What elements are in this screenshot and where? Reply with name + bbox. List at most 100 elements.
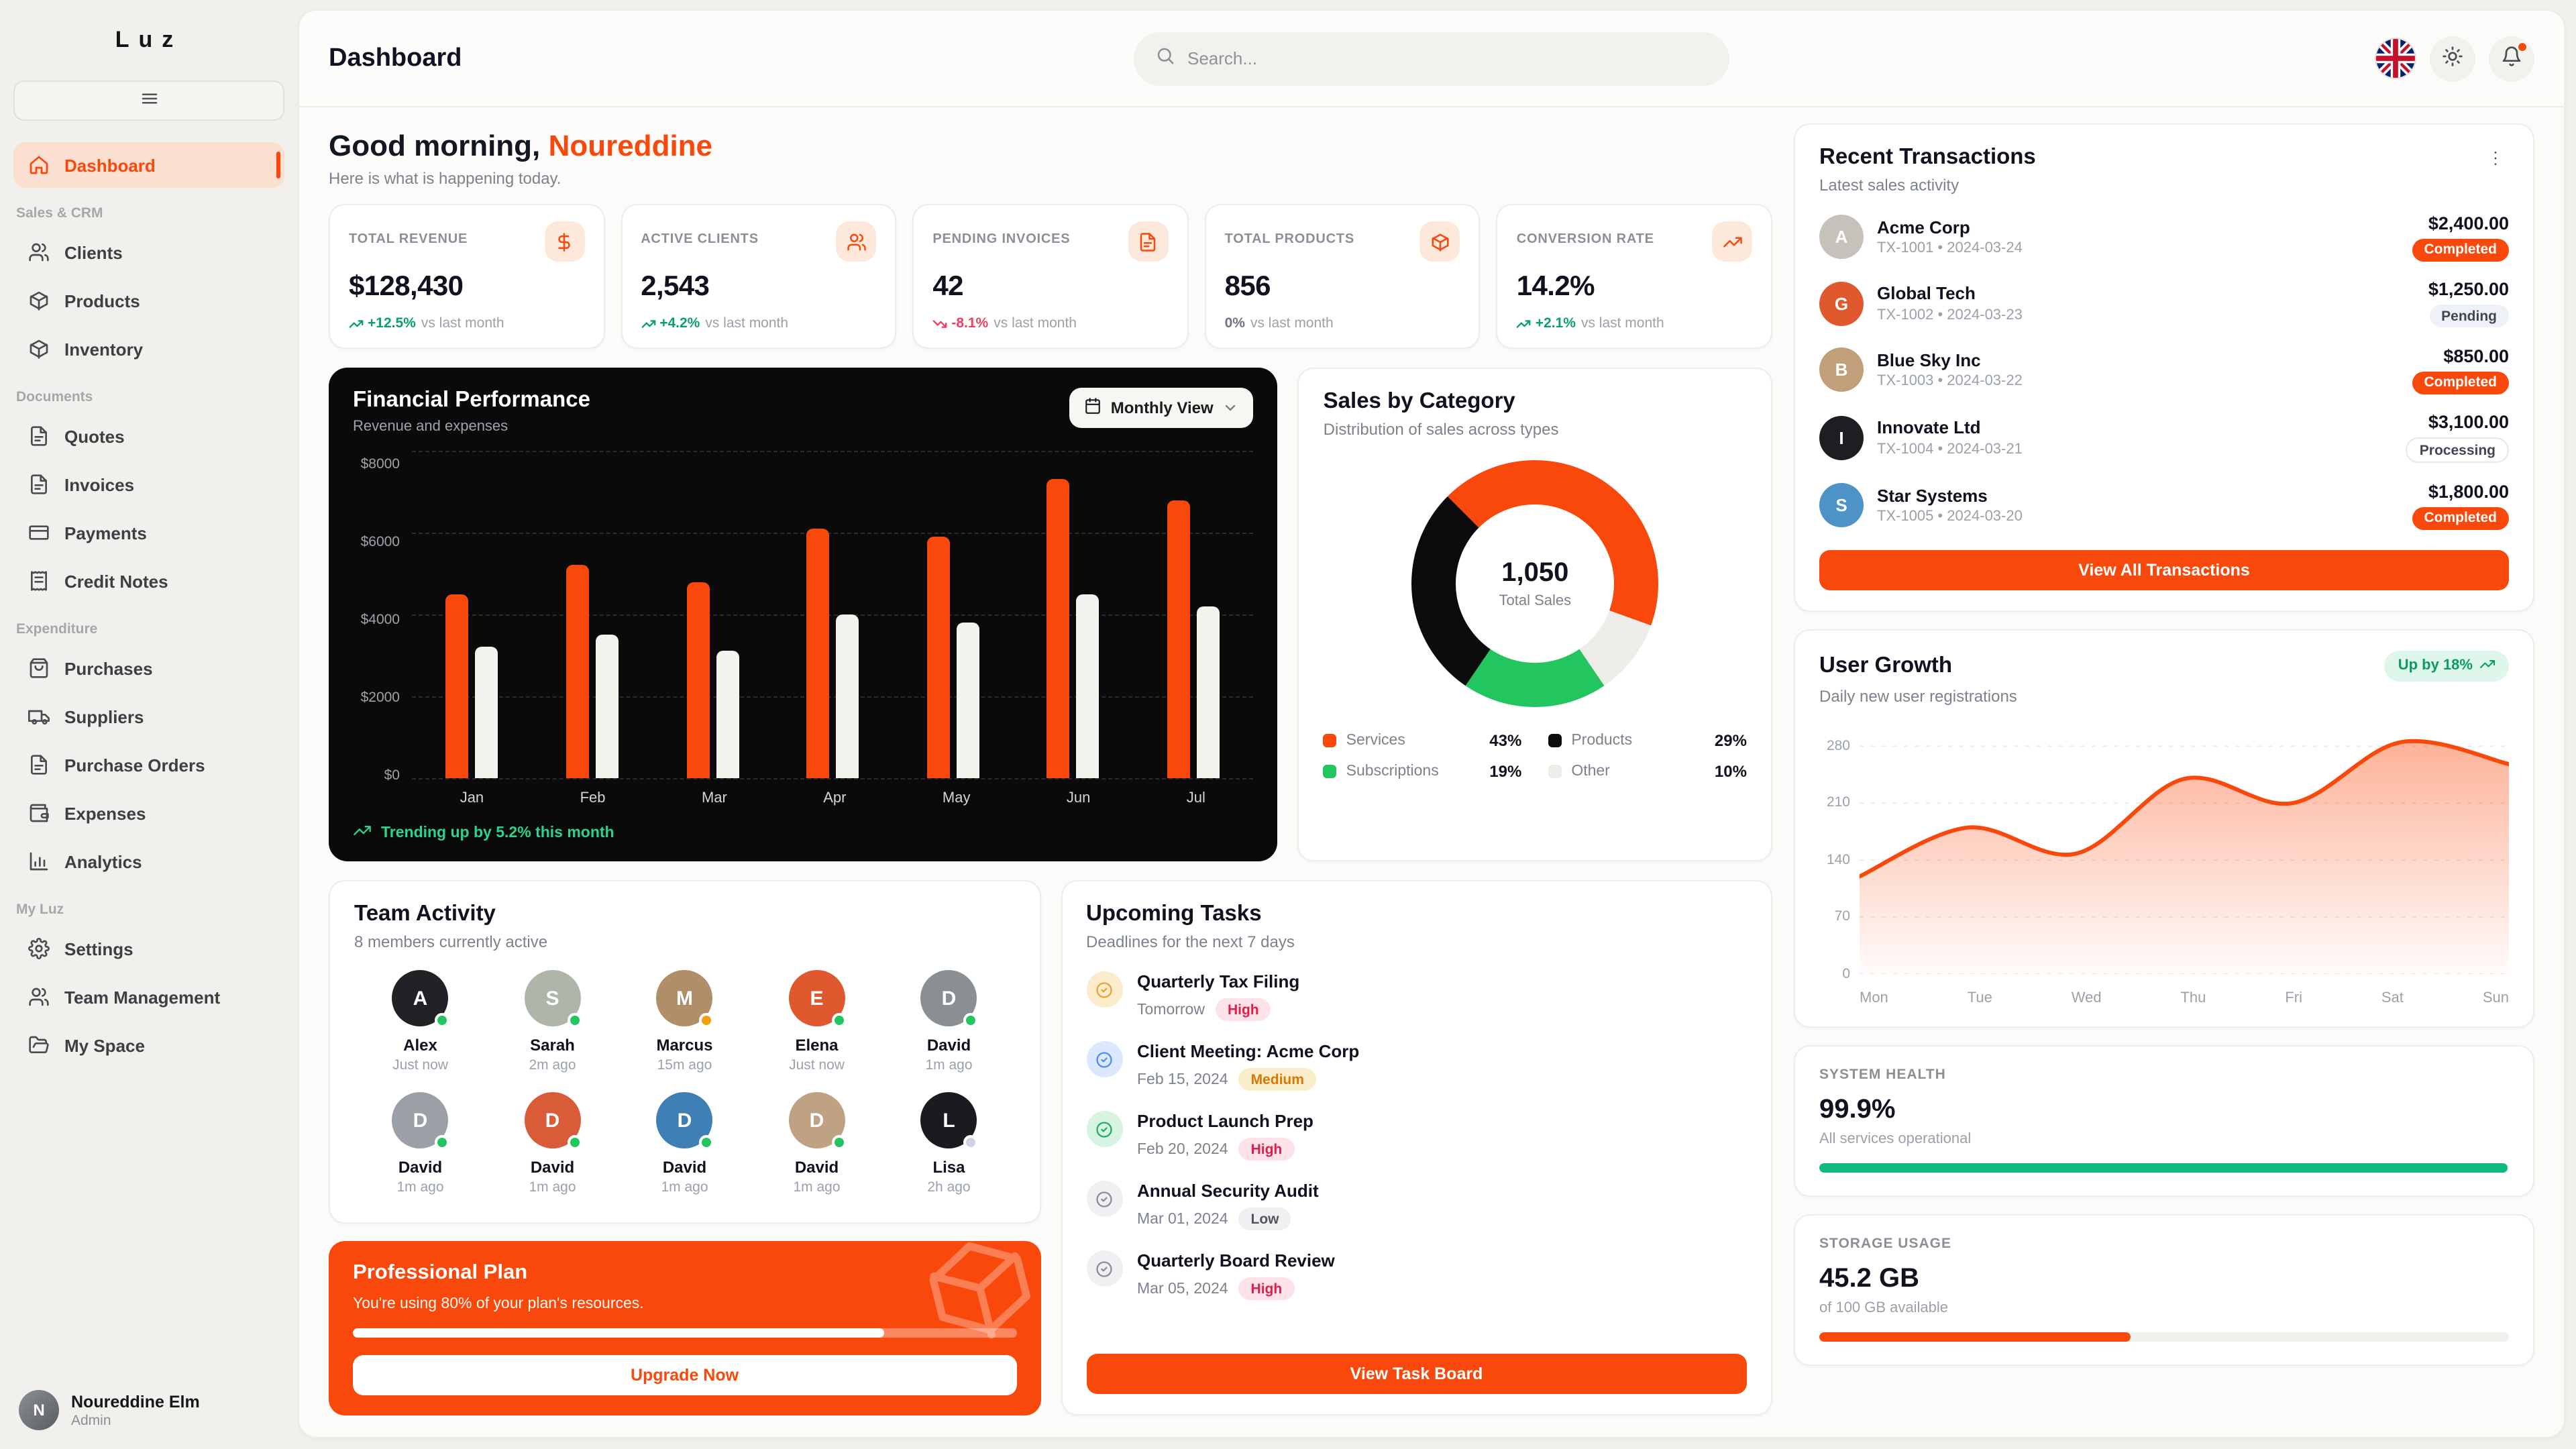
team-member[interactable]: E Elena Just now [751, 970, 883, 1073]
client-avatar: B [1819, 347, 1864, 392]
team-member[interactable]: D David 1m ago [486, 1092, 619, 1195]
task-row[interactable]: Quarterly Board Review Mar 05, 2024 High [1086, 1250, 1747, 1300]
sidebar-item-purchase-orders[interactable]: Purchase Orders [13, 742, 284, 788]
y-tick-label: 70 [1834, 908, 1850, 925]
stat-note: vs last month [705, 315, 789, 331]
stat-change: +2.1% [1517, 315, 1576, 331]
team-member[interactable]: S Sarah 2m ago [486, 970, 619, 1073]
transaction-row[interactable]: A Acme Corp TX-1001 • 2024-03-24 $2,400.… [1819, 213, 2509, 261]
donut-chart: 1,050 Total Sales [1411, 460, 1659, 707]
transaction-amount: $2,400.00 [2428, 213, 2509, 233]
sidebar-item-dashboard[interactable]: Dashboard [13, 142, 284, 188]
member-name: Elena [795, 1036, 839, 1055]
y-tick-label: 140 [1826, 851, 1850, 868]
transactions-menu-button[interactable] [2482, 145, 2509, 176]
view-task-board-button[interactable]: View Task Board [1086, 1354, 1747, 1394]
team-member[interactable]: D David 1m ago [751, 1092, 883, 1195]
transaction-row[interactable]: B Blue Sky Inc TX-1003 • 2024-03-22 $850… [1819, 345, 2509, 394]
member-avatar: A [392, 970, 450, 1028]
task-row[interactable]: Annual Security Audit Mar 01, 2024 Low [1086, 1181, 1747, 1230]
bar-chart-y-axis: $8000 $6000 $4000 $2000 $0 [353, 451, 412, 806]
task-row[interactable]: Product Launch Prep Feb 20, 2024 High [1086, 1111, 1747, 1161]
bar-group-jan [445, 451, 498, 778]
sidebar-item-team-management[interactable]: Team Management [13, 974, 284, 1020]
transaction-ref: TX-1004 • 2024-03-21 [1877, 441, 2023, 458]
view-all-transactions-button[interactable]: View All Transactions [1819, 549, 2509, 590]
sidebar-item-credit-notes[interactable]: Credit Notes [13, 558, 284, 604]
task-row[interactable]: Quarterly Tax Filing Tomorrow High [1086, 971, 1747, 1021]
team-activity-card: Team Activity 8 members currently active… [329, 880, 1040, 1224]
legend-label: Subscriptions [1346, 763, 1439, 780]
trending-up-icon [1517, 319, 1532, 327]
top-bar: Dashboard [299, 11, 2564, 107]
sidebar-toggle-button[interactable] [13, 80, 284, 121]
sidebar-item-settings[interactable]: Settings [13, 926, 284, 971]
search-input[interactable] [1187, 48, 1708, 68]
stat-card-active-clients: ACTIVE CLIENTS 2,543 +4.2% vs last month [621, 204, 897, 349]
task-date: Feb 20, 2024 [1137, 1141, 1228, 1157]
client-avatar: I [1819, 415, 1864, 460]
stat-value: 856 [1224, 271, 1271, 302]
task-title: Quarterly Tax Filing [1137, 971, 1300, 991]
y-tick-label: 280 [1826, 737, 1850, 754]
legend-item-products: Products 29% [1548, 731, 1747, 750]
legend-chip [1323, 734, 1337, 747]
team-member[interactable]: D David 1m ago [883, 970, 1015, 1073]
status-dot [567, 1135, 582, 1150]
team-member[interactable]: D David 1m ago [354, 1092, 486, 1195]
storage-label: STORAGE USAGE [1819, 1235, 1951, 1251]
language-flag-button[interactable] [2375, 38, 2416, 79]
team-member[interactable]: M Marcus 15m ago [619, 970, 751, 1073]
sidebar-item-label: Purchase Orders [64, 755, 205, 775]
content: Good morning, Noureddine Here is what is… [299, 107, 2564, 1437]
member-avatar: D [788, 1092, 847, 1150]
sidebar-user[interactable]: N Noureddine Elm Admin [13, 1374, 284, 1449]
sidebar-item-my-space[interactable]: My Space [13, 1022, 284, 1068]
total-sales-label: Total Sales [1499, 593, 1572, 609]
header-actions [1729, 36, 2534, 81]
calendar-icon [1084, 397, 1102, 419]
member-name: David [662, 1158, 707, 1177]
financial-subtitle: Revenue and expenses [353, 419, 508, 435]
transactions-subtitle: Latest sales activity [1819, 176, 1960, 195]
sidebar-item-expenses[interactable]: Expenses [13, 790, 284, 836]
sidebar-item-analytics[interactable]: Analytics [13, 839, 284, 884]
transaction-row[interactable]: G Global Tech TX-1002 • 2024-03-23 $1,25… [1819, 279, 2509, 327]
notifications-button[interactable] [2489, 36, 2534, 81]
priority-badge: Medium [1238, 1068, 1316, 1091]
notification-badge [2517, 41, 2528, 52]
expenses-bar [1196, 606, 1220, 778]
greeting-name: Noureddine [548, 129, 713, 162]
menu-icon [141, 93, 157, 104]
y-tick-label: 0 [1842, 965, 1850, 981]
sidebar-item-label: Settings [64, 938, 133, 959]
file-text-icon [31, 474, 47, 494]
sidebar-item-quotes[interactable]: Quotes [13, 413, 284, 459]
period-dropdown[interactable]: Monthly View [1069, 388, 1254, 428]
sidebar-item-clients[interactable]: Clients [13, 229, 284, 275]
member-avatar: D [524, 1092, 582, 1150]
sidebar-item-products[interactable]: Products [13, 278, 284, 323]
financial-trend-note: Trending up by 5.2% this month [353, 821, 1254, 844]
team-member[interactable]: D David 1m ago [619, 1092, 751, 1195]
stat-change: +4.2% [641, 315, 700, 331]
team-member[interactable]: L Lisa 2h ago [883, 1092, 1015, 1195]
client-avatar: S [1819, 483, 1864, 527]
sidebar-item-purchases[interactable]: Purchases [13, 645, 284, 691]
donut-center: 1,050 Total Sales [1456, 504, 1615, 663]
sidebar-item-inventory[interactable]: Inventory [13, 326, 284, 372]
task-row[interactable]: Client Meeting: Acme Corp Feb 15, 2024 M… [1086, 1041, 1747, 1091]
storage-note: of 100 GB available [1819, 1299, 1949, 1316]
team-member[interactable]: A Alex Just now [354, 970, 486, 1073]
home-icon [30, 156, 48, 174]
transaction-row[interactable]: S Star Systems TX-1005 • 2024-03-20 $1,8… [1819, 481, 2509, 529]
transaction-row[interactable]: I Innovate Ltd TX-1004 • 2024-03-21 $3,1… [1819, 412, 2509, 463]
system-health-card: SYSTEM HEALTH 99.9% All services operati… [1794, 1044, 2534, 1196]
sidebar-item-suppliers[interactable]: Suppliers [13, 694, 284, 739]
user-avatar: N [19, 1390, 59, 1430]
sidebar-item-payments[interactable]: Payments [13, 510, 284, 555]
upgrade-button[interactable]: Upgrade Now [353, 1355, 1016, 1395]
theme-toggle-button[interactable] [2430, 36, 2475, 81]
sidebar-item-invoices[interactable]: Invoices [13, 462, 284, 507]
